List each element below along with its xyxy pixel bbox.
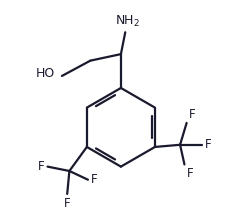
Text: F: F: [205, 138, 212, 151]
Text: NH$_2$: NH$_2$: [115, 14, 140, 29]
Text: F: F: [64, 197, 71, 210]
Text: F: F: [187, 167, 193, 180]
Text: F: F: [91, 173, 98, 186]
Text: F: F: [189, 108, 195, 121]
Text: HO: HO: [36, 67, 55, 80]
Text: F: F: [38, 160, 44, 173]
